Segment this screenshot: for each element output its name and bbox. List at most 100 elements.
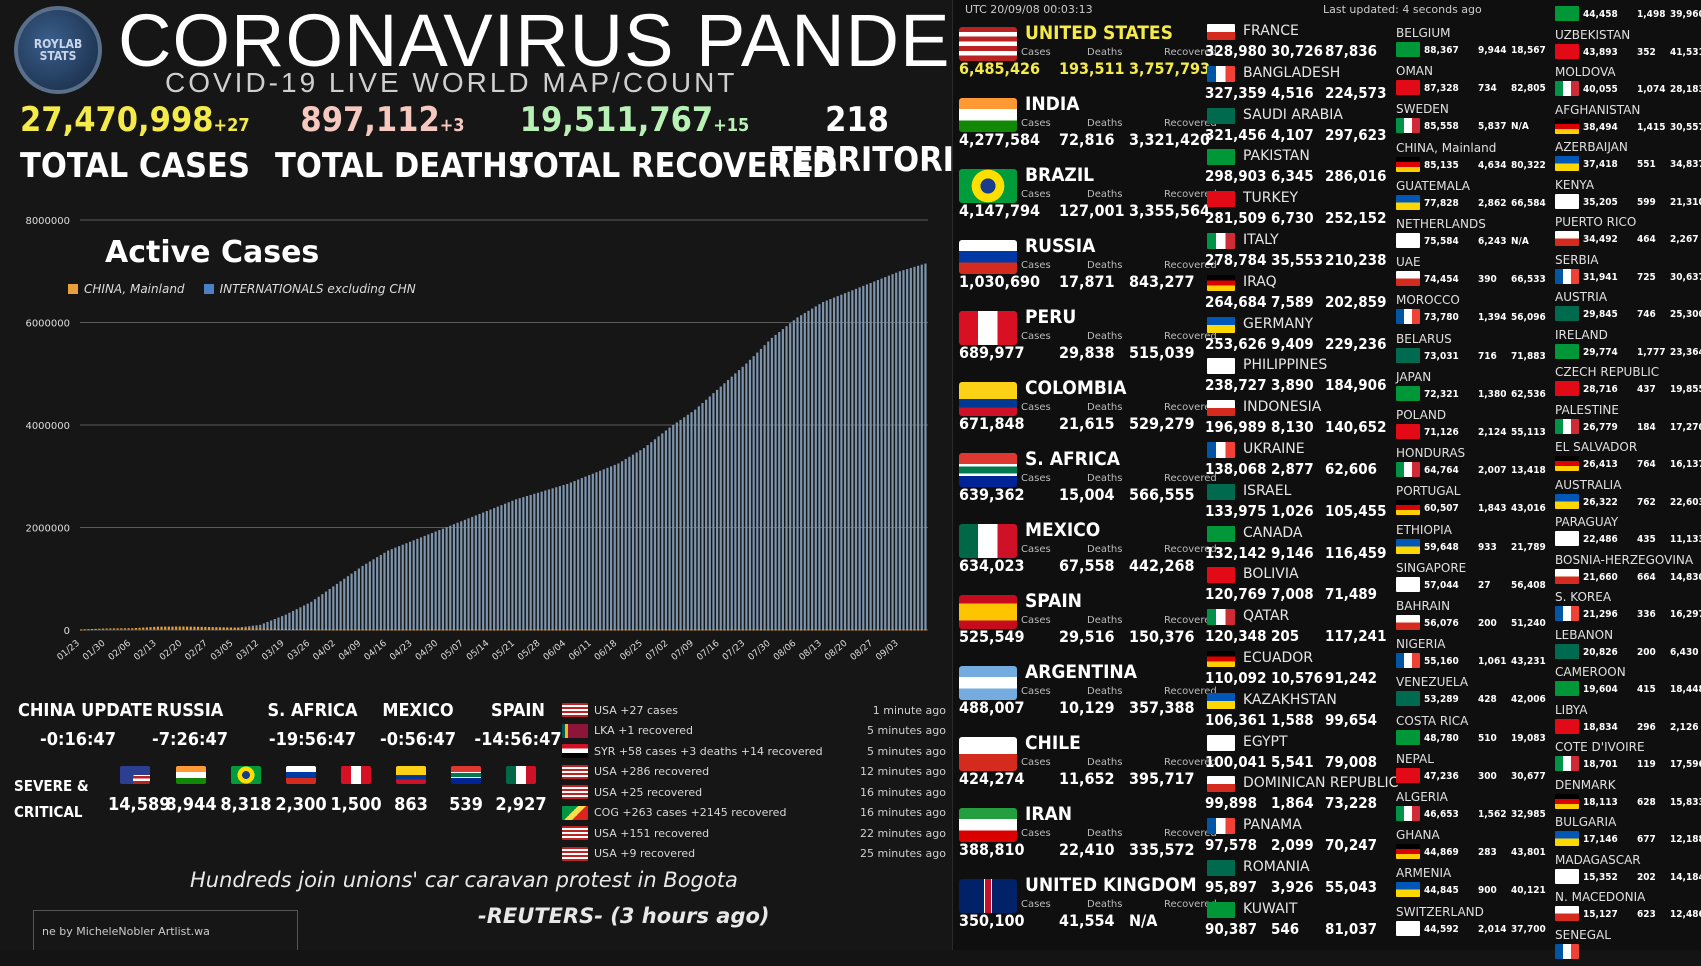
x-tick-label: 08/06 <box>772 638 799 663</box>
recovered-value: 73,228 <box>1325 794 1377 812</box>
x-tick-label: 05/07 <box>439 639 465 663</box>
country-name: S. KOREA <box>1555 590 1611 604</box>
deaths-value: 6,345 <box>1271 167 1314 185</box>
cases-value: 29,774 <box>1583 347 1618 358</box>
bar-international <box>409 542 411 630</box>
country-name: ETHIOPIA <box>1396 523 1452 537</box>
country-name: DENMARK <box>1555 778 1616 792</box>
bar-international <box>910 268 912 630</box>
deaths-value: 900 <box>1478 885 1497 896</box>
country-flag-icon <box>1396 691 1420 706</box>
bar-international <box>478 514 480 630</box>
bar-china <box>321 629 323 630</box>
country-flag-icon <box>1207 567 1235 583</box>
bar-international <box>698 406 700 630</box>
deaths-label: Deaths <box>1087 828 1122 839</box>
bar-china <box>80 629 82 630</box>
country-name: CANADA <box>1243 525 1303 541</box>
deaths-value: 551 <box>1637 159 1656 170</box>
bar-china <box>478 629 480 630</box>
deaths-value: 7,008 <box>1271 585 1314 603</box>
deaths-value: 546 <box>1271 920 1299 938</box>
deaths-value: 27 <box>1478 580 1491 591</box>
update-spain: SPAIN-14:56:47 <box>462 700 574 750</box>
bar-china <box>906 629 908 630</box>
cases-label: Cases <box>1021 473 1051 484</box>
bar-china <box>244 628 246 630</box>
cases-value: 264,684 <box>1205 293 1266 311</box>
country-flag-icon <box>1555 944 1579 959</box>
bar-china <box>310 629 312 630</box>
feed-item-text: LKA +1 recovered <box>594 724 867 737</box>
recovered-value: 23,364 <box>1670 347 1701 358</box>
bar-china <box>208 627 210 629</box>
syria-flag-icon <box>562 744 588 758</box>
bar-international <box>720 387 722 630</box>
cases-value: 132,142 <box>1205 544 1266 562</box>
bar-international <box>818 304 820 630</box>
bar-international <box>372 559 374 630</box>
bar-international <box>299 607 301 630</box>
country-flag-icon <box>1396 462 1420 477</box>
feed-item-text: USA +25 recovered <box>594 786 860 799</box>
cases-value: 87,328 <box>1424 83 1459 94</box>
bar-china <box>489 629 491 630</box>
bar-china <box>851 629 853 630</box>
country-name: MADAGASCAR <box>1555 853 1641 867</box>
x-tick-label: 08/20 <box>823 638 850 663</box>
deaths-value: 9,944 <box>1478 45 1506 56</box>
recovered-value: 357,388 <box>1129 698 1195 717</box>
page-subtitle: COVID-19 LIVE WORLD MAP/COUNT <box>165 67 737 99</box>
country-name: VENEZUELA <box>1396 675 1468 689</box>
bar-china <box>460 629 462 630</box>
bar-international <box>577 480 579 630</box>
bar-international <box>361 566 363 630</box>
cases-value: 71,126 <box>1424 427 1459 438</box>
bar-international <box>274 619 276 630</box>
south-africa-flag-icon <box>959 453 1017 487</box>
bar-china <box>815 629 817 630</box>
bar-international <box>482 512 484 630</box>
country-name: RUSSIA <box>1025 235 1095 257</box>
deaths-value: 17,871 <box>1059 272 1115 291</box>
country-name: OMAN <box>1396 64 1433 78</box>
cases-value: 95,897 <box>1205 878 1257 896</box>
x-tick-label: 06/04 <box>542 638 569 663</box>
bar-international <box>862 286 864 630</box>
country-flag-icon <box>1555 44 1579 59</box>
deaths-value: 1,588 <box>1271 711 1314 729</box>
bar-international <box>515 499 517 630</box>
cases-value: 18,701 <box>1583 759 1618 770</box>
country-flag-icon <box>1396 42 1420 57</box>
country-name: CHINA, Mainland <box>1396 141 1496 155</box>
news-headline: Hundreds join unions' car caravan protes… <box>190 868 738 892</box>
country-name: LEBANON <box>1555 628 1613 642</box>
bar-international <box>329 589 331 630</box>
bar-china <box>128 628 130 629</box>
severe-colombia: 863 <box>384 766 438 815</box>
bar-international <box>610 466 612 630</box>
cases-value: 6,485,426 <box>959 59 1040 78</box>
bar-china <box>307 629 309 630</box>
country-name: ALGERIA <box>1396 790 1448 804</box>
cases-value: 75,584 <box>1424 236 1459 247</box>
bar-china <box>687 629 689 630</box>
deaths-value: 7,589 <box>1271 293 1314 311</box>
country-name: BANGLADESH <box>1243 65 1340 81</box>
bar-international <box>464 520 466 630</box>
country-flag-icon <box>1396 653 1420 668</box>
bar-china <box>409 629 411 630</box>
